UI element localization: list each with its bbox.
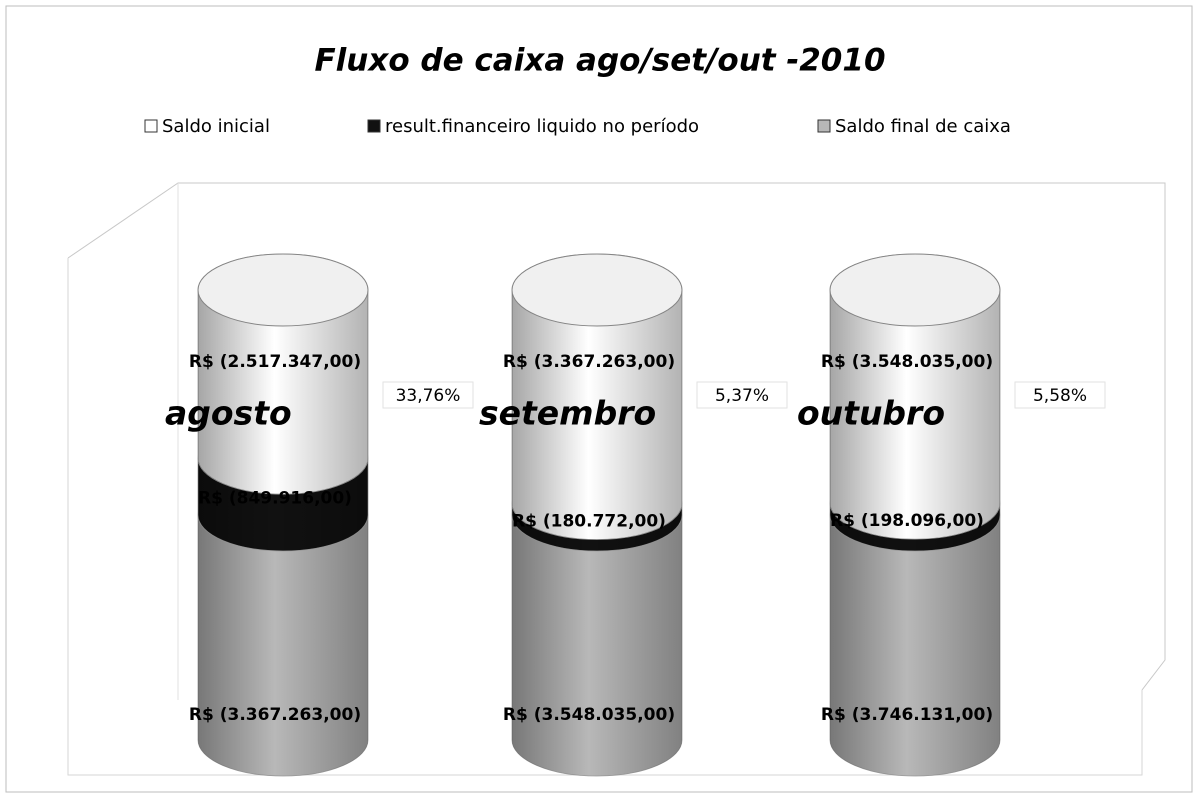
plot-frame (67, 182, 1166, 691)
cylinder-shade (830, 479, 1000, 776)
legend-swatch (817, 119, 831, 133)
legend-label: result.financeiro liquido no período (385, 116, 699, 137)
cylinder-shade (198, 479, 368, 776)
annotation-box (382, 381, 474, 409)
legend-label: Saldo final de caixa (835, 116, 1011, 137)
category-label: outubro (797, 394, 945, 433)
cylinder-shade (512, 479, 682, 776)
annotation: 33,76% (396, 386, 461, 406)
cylinder-top (197, 253, 369, 327)
data-label: R$ (3.367.263,00) (503, 352, 675, 372)
category-label: agosto (165, 394, 292, 433)
annotation-box (1014, 381, 1106, 409)
data-label: R$ (198.096,00) (830, 511, 984, 531)
cylinder-top (829, 253, 1001, 327)
legend-label: Saldo inicial (162, 116, 270, 137)
data-label: R$ (3.548.035,00) (503, 705, 675, 725)
cylinder-top (511, 253, 683, 327)
legend-swatch (144, 119, 158, 133)
data-label: R$ (3.367.263,00) (189, 705, 361, 725)
legend-swatch (367, 119, 381, 133)
cylinder-shade (512, 254, 682, 540)
data-label: R$ (2.517.347,00) (189, 352, 361, 372)
data-label: R$ (3.746.131,00) (821, 705, 993, 725)
data-label: R$ (849.916,00) (198, 489, 352, 509)
annotation: 5,37% (715, 386, 769, 406)
cylinder-shade (830, 254, 1000, 540)
cylinder-top-shade (198, 254, 368, 326)
category-label: setembro (479, 394, 656, 433)
data-label: R$ (3.548.035,00) (821, 352, 993, 372)
cylinder-top-shade (512, 254, 682, 326)
annotation-box (696, 381, 788, 409)
cylinder-top-shade (830, 254, 1000, 326)
annotation: 5,58% (1033, 386, 1087, 406)
chart-title: Fluxo de caixa ago/set/out -2010 (314, 43, 885, 79)
data-label: R$ (180.772,00) (512, 511, 666, 531)
